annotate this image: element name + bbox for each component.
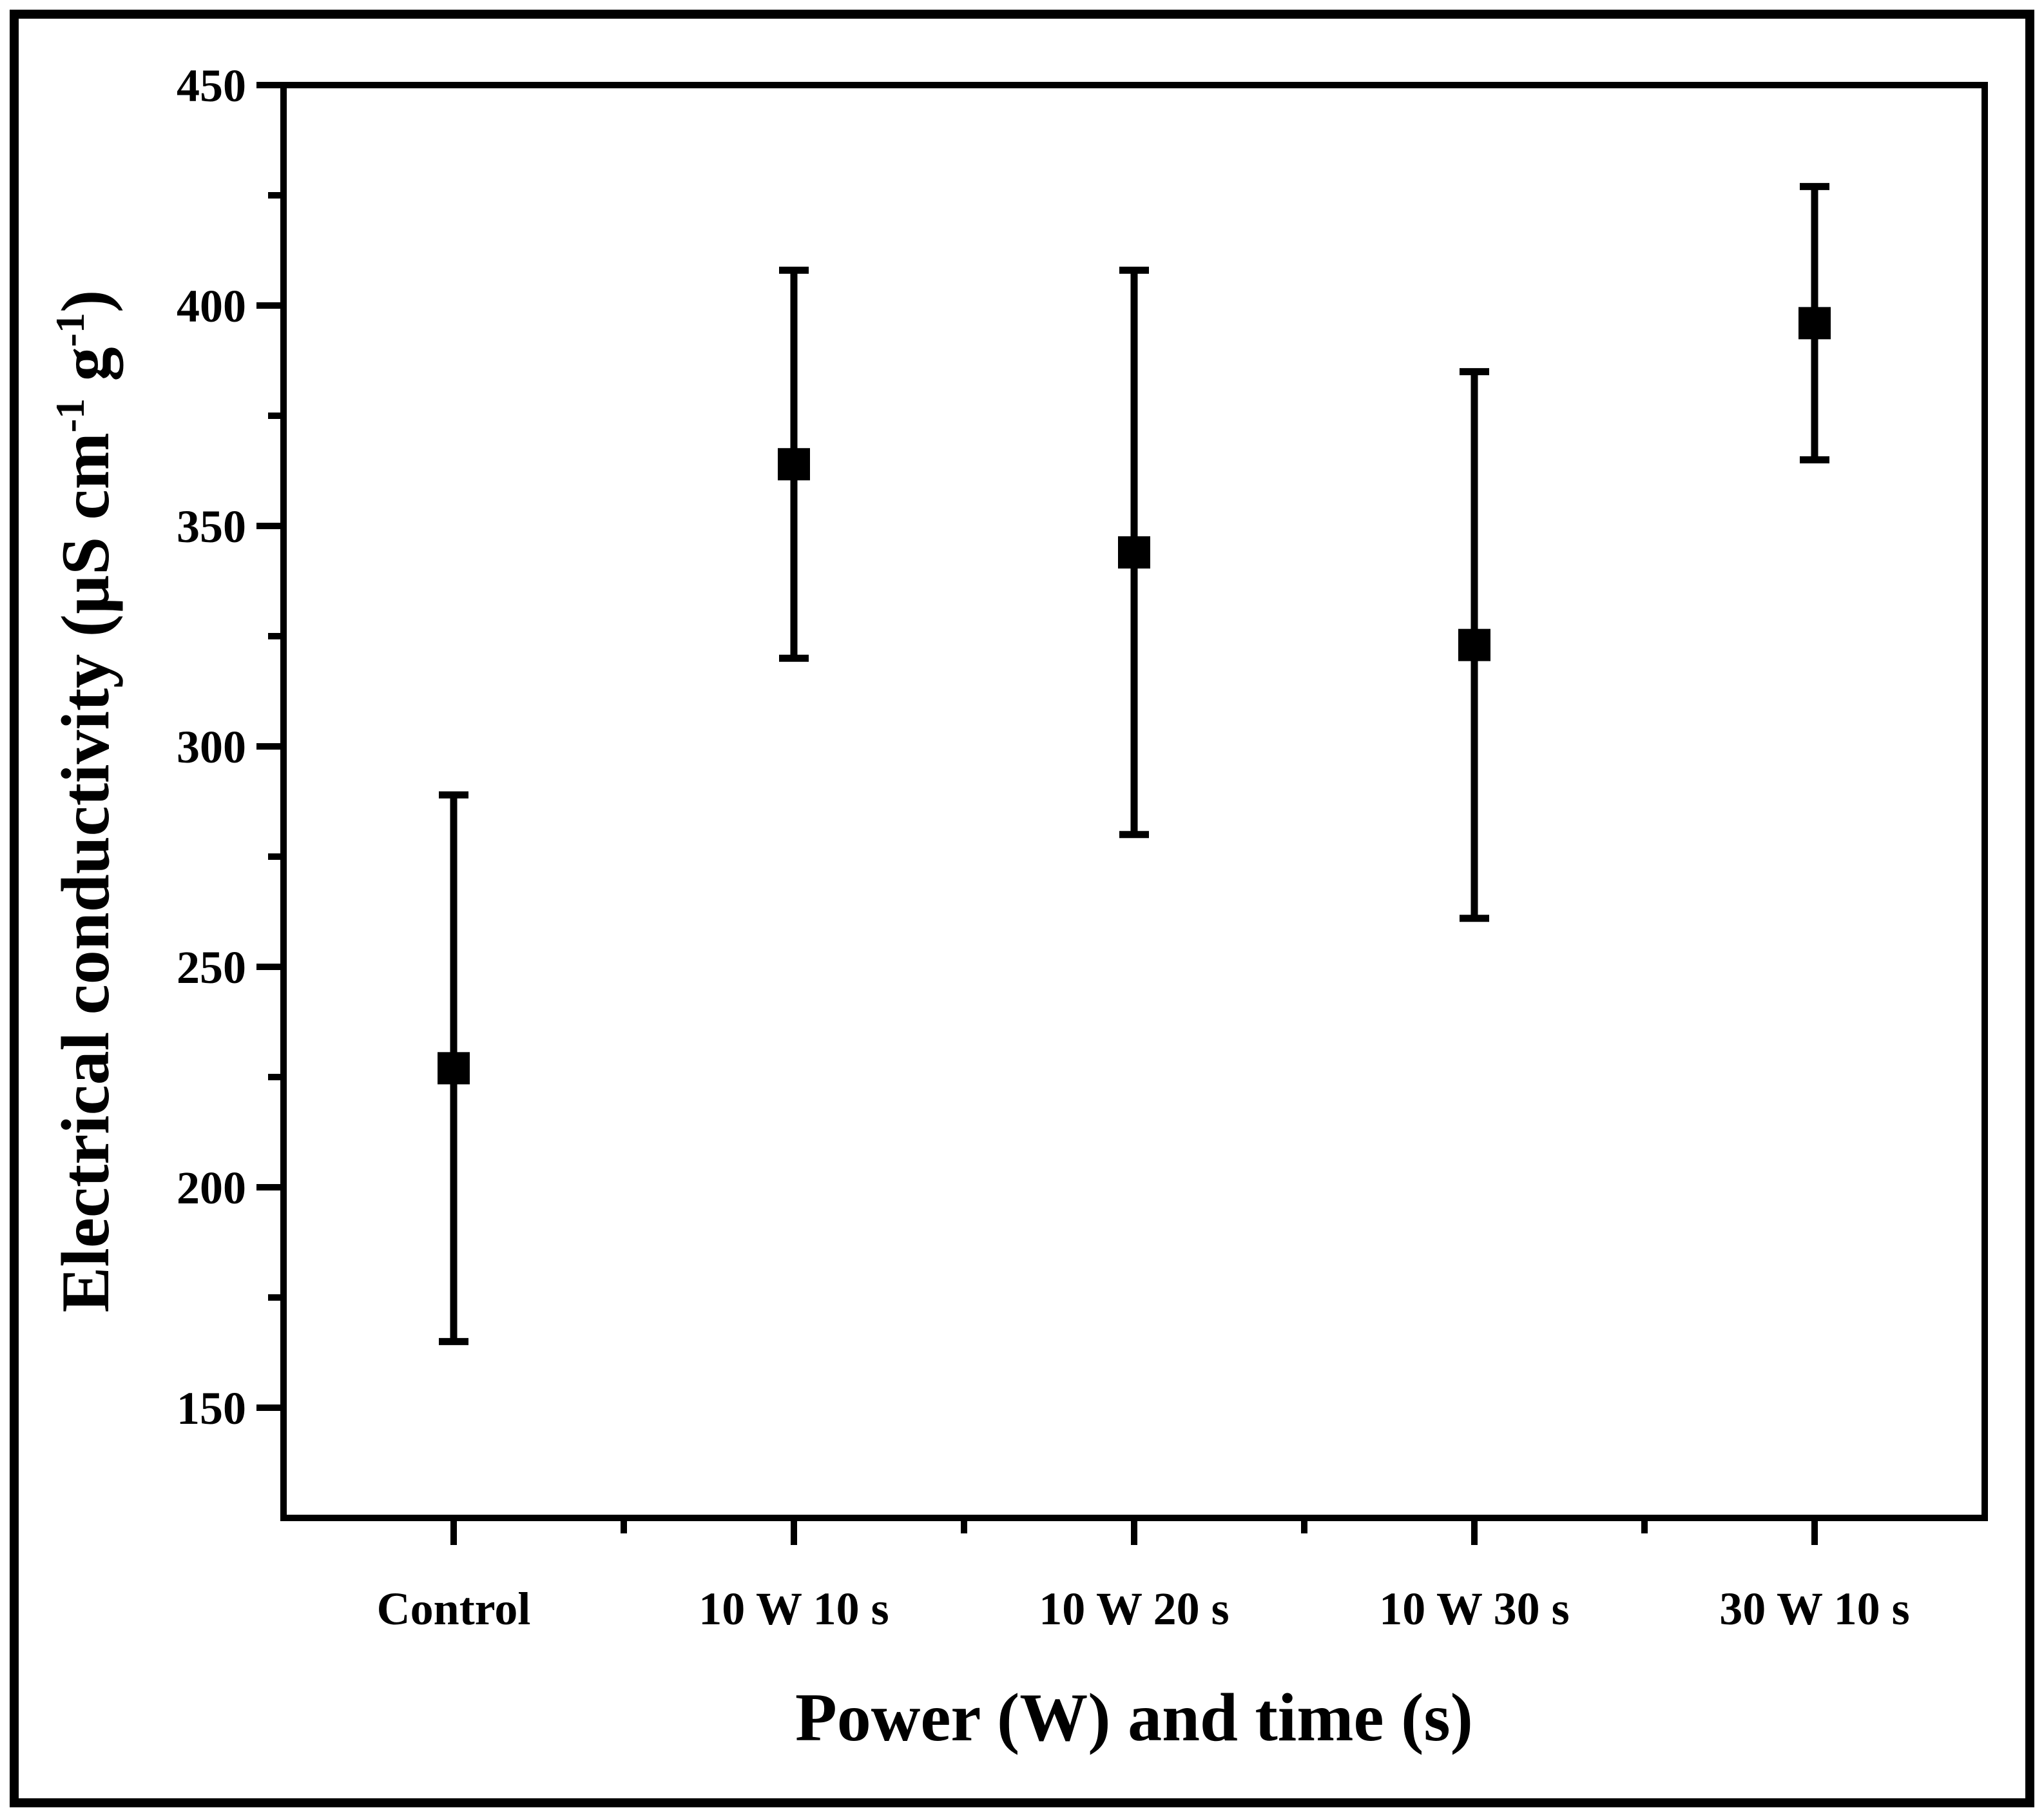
data-point-group — [438, 791, 470, 1345]
x-tick-label: 10 W 30 s — [1379, 1583, 1569, 1635]
data-point-marker — [1458, 628, 1490, 661]
y-tick-label: 250 — [177, 942, 246, 993]
x-tick-label: 10 W 20 s — [1039, 1583, 1229, 1635]
y-tick-label: 450 — [177, 60, 246, 112]
x-axis-ticks: Control 10 W 10 s 10 W 20 s 10 W 30 s 30 W 1… — [377, 1518, 1910, 1635]
x-tick-label: Control — [377, 1583, 531, 1635]
data-series — [438, 182, 1831, 1345]
data-point-group — [1458, 368, 1490, 922]
data-point-marker — [1798, 307, 1831, 340]
data-point-group — [1798, 182, 1831, 463]
y-tick-label: 150 — [177, 1383, 246, 1434]
y-axis-title: Electrical conductivity (µS cm-1 g-1) — [47, 290, 123, 1313]
data-point-marker — [778, 448, 810, 481]
data-point-marker — [1118, 536, 1150, 569]
x-axis-title: Power (W) and time (s) — [795, 1680, 1473, 1755]
x-tick-label: 30 W 10 s — [1719, 1583, 1909, 1635]
x-tick-label: 10 W 10 s — [699, 1583, 889, 1635]
y-tick-label: 400 — [177, 280, 246, 332]
y-tick-label: 350 — [177, 501, 246, 552]
figure-border — [10, 10, 2034, 1807]
data-point-group — [778, 266, 810, 662]
y-tick-label: 200 — [177, 1162, 246, 1214]
y-axis-ticks: 150 200 250 300 350 400 450 — [177, 60, 284, 1434]
data-point-group — [1118, 266, 1150, 839]
y-tick-label: 300 — [177, 721, 246, 773]
data-point-marker — [438, 1052, 470, 1085]
